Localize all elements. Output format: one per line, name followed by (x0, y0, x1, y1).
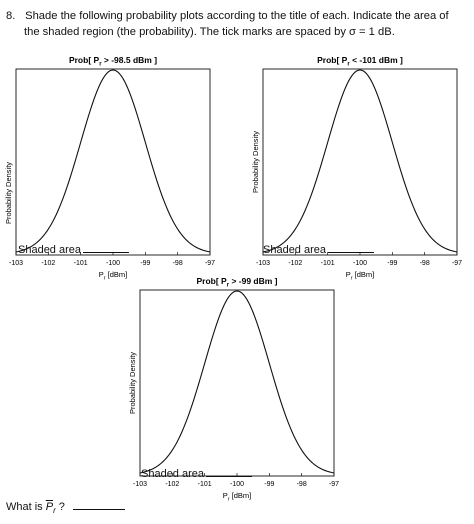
plot-1-tick-label: -102 (41, 260, 55, 267)
shaded-area-3-blank[interactable] (206, 466, 252, 477)
plot-1-tick-label: -101 (74, 260, 88, 267)
question-line-1-text: Shade the following probability plots ac… (25, 10, 449, 22)
shaded-area-3: Shaded area (141, 466, 252, 480)
plot-3-tick-label: -100 (230, 481, 244, 488)
plot-1-svg: Prob[ Pr > -98.5 dBm ] Probability Densi… (4, 55, 215, 282)
shaded-area-3-label: Shaded area (141, 468, 204, 480)
plot-1-ticks: -103 -102 -101 -100 -99 -98 -97 (9, 252, 215, 267)
what-is-prefix: What is (6, 501, 46, 513)
plot-2-ylabel: Probability Density (251, 131, 260, 193)
shaded-area-2-label: Shaded area (263, 244, 326, 256)
plot-1-tick-label: -97 (205, 260, 215, 267)
plot-1-tick-label: -99 (140, 260, 150, 267)
plot-2-tick-label: -101 (321, 260, 335, 267)
plot-3-density-curve (139, 290, 335, 474)
shaded-area-2: Shaded area (263, 242, 374, 256)
plot-3-tick-label: -102 (165, 481, 179, 488)
plot-1-density-curve (15, 69, 211, 253)
plot-1-title: Prob[ Pr > -98.5 dBm ] (69, 55, 157, 68)
plot-3-frame (139, 289, 335, 477)
question-line-2: the shaded region (the probability). The… (24, 26, 395, 38)
shaded-area-2-blank[interactable] (328, 242, 374, 253)
plot-2-title: Prob[ Pr < -101 dBm ] (317, 55, 403, 68)
mean-symbol-sub: r (53, 506, 56, 516)
plot-2-tick-label: -100 (353, 260, 367, 267)
plot-3-title: Prob[ Pr > -99 dBm ] (197, 276, 278, 289)
plot-3-tick-label: -99 (264, 481, 274, 488)
shaded-area-1-blank[interactable] (83, 242, 129, 253)
what-is-suffix: ? (55, 501, 65, 513)
plot-2-tick-label: -97 (452, 260, 462, 267)
plot-2-tick-label: -102 (288, 260, 302, 267)
shaded-area-1: Shaded area (18, 242, 129, 256)
plot-1-tick-label: -100 (106, 260, 120, 267)
plot-2-tick-label: -103 (256, 260, 270, 267)
plot-1: Prob[ Pr > -98.5 dBm ] Probability Densi… (0, 53, 228, 282)
plot-1-tick-label: -98 (173, 260, 183, 267)
plot-2-frame (262, 68, 458, 256)
plot-3-tick-label: -101 (198, 481, 212, 488)
question-number: 8. (6, 10, 16, 22)
plot-2-tick-label: -99 (387, 260, 397, 267)
plot-1-tick-label: -103 (9, 260, 23, 267)
plot-3-xlabel: Pr [dBm] (223, 491, 252, 503)
plot-3-tick-label: -103 (133, 481, 147, 488)
plot-2: Prob[ Pr < -101 dBm ] Probability Densit… (247, 53, 474, 282)
plot-3-tick-label: -98 (297, 481, 307, 488)
plot-2-xlabel: Pr [dBm] (346, 270, 375, 282)
plot-3: Prob[ Pr > -99 dBm ] Probability Density… (124, 274, 352, 503)
plot-1-frame (15, 68, 211, 256)
question-line-1: 8. Shade the following probability plots… (6, 8, 468, 24)
plot-2-density-curve (262, 69, 458, 253)
question-text: 8. Shade the following probability plots… (6, 8, 468, 40)
plot-3-ylabel: Probability Density (128, 352, 137, 414)
shaded-area-1-label: Shaded area (18, 244, 81, 256)
plot-3-tick-label: -97 (329, 481, 339, 488)
plot-1-ylabel: Probability Density (4, 162, 13, 224)
plot-2-ticks: -103 -102 -101 -100 -99 -98 -97 (256, 252, 462, 267)
plot-3-ticks: -103 -102 -101 -100 -99 -98 -97 (133, 473, 339, 488)
plot-2-tick-label: -98 (420, 260, 430, 267)
plot-3-svg: Prob[ Pr > -99 dBm ] Probability Density… (128, 276, 339, 503)
what-is-question: What is Pr ? (6, 499, 125, 515)
plot-1-xlabel: Pr [dBm] (99, 270, 128, 282)
plot-2-svg: Prob[ Pr < -101 dBm ] Probability Densit… (251, 55, 462, 282)
mean-symbol: P (45, 501, 54, 513)
answer-blank[interactable] (72, 499, 125, 510)
